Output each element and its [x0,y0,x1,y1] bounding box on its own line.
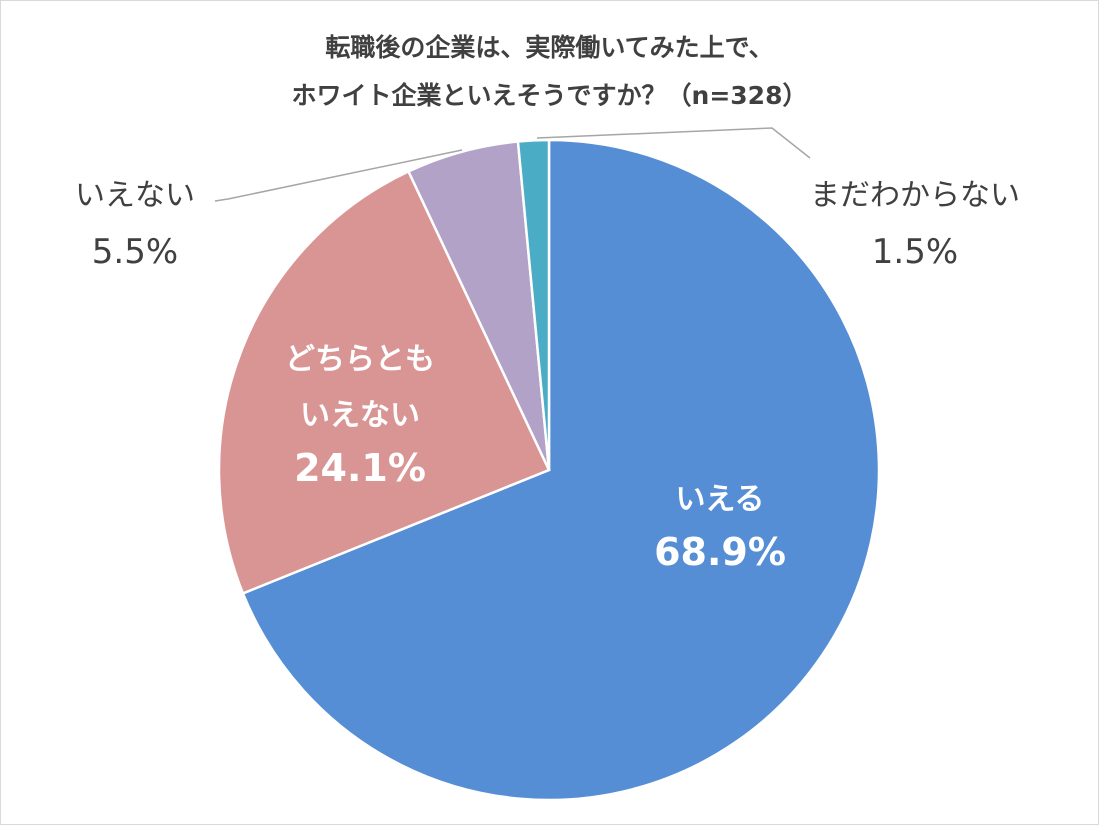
slice-label-dochiratomo-2: いえない [300,398,420,433]
slice-value-ienai: 5.5% [91,232,179,272]
slice-value-madawakaranai: 1.5% [871,232,959,272]
chart-title-line-2: ホワイト企業といえそうですか？（n=328） [291,81,808,110]
slice-value-dochiratomo: 24.1% [294,446,426,490]
slice-label-madawakaranai: まだわからない [810,178,1020,213]
slice-label-dochiratomo-1: どちらとも [285,342,435,377]
pie-slice-ieru [241,138,881,802]
leader-line-madawakaranai [536,127,811,159]
pie-slice-dochiratomo [217,169,551,596]
chart-title-line-1: 転職後の企業は、実際働いてみた上で、 [325,33,774,62]
slice-label-ieru: いえる [675,482,765,517]
slice-label-ienai: いえない [75,178,195,213]
pie-slice-madawakaranai [516,138,551,471]
slice-value-ieru: 68.9% [654,530,786,574]
leader-line-ienai [214,149,463,202]
